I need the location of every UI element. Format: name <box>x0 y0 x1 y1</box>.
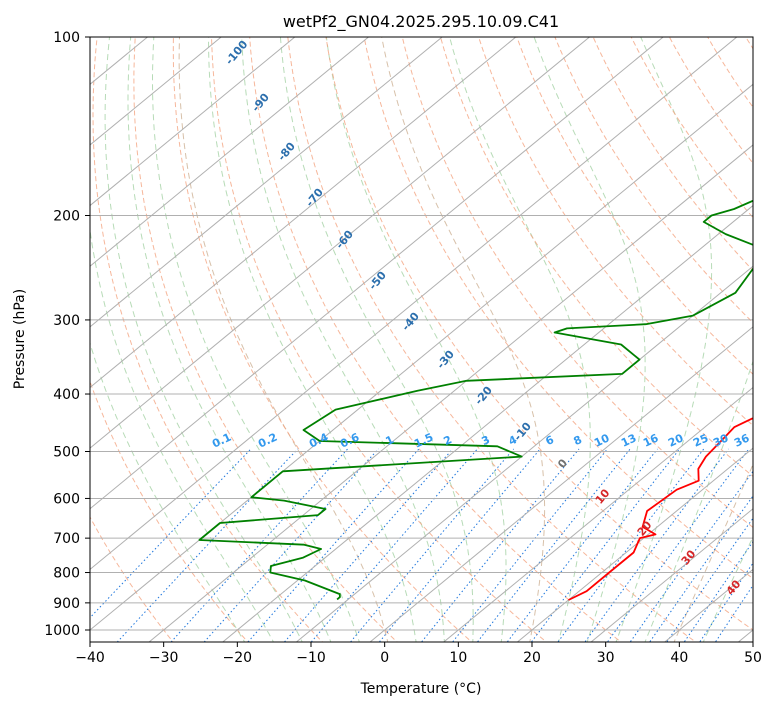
x-axis-label: Temperature (°C) <box>360 681 482 697</box>
x-axis-ticks: −40 −30 −20 −10 0 10 20 30 40 50 <box>75 642 762 666</box>
x-tick-label: 50 <box>744 650 762 666</box>
isotherms <box>90 37 753 642</box>
x-tick-label: −40 <box>75 650 105 666</box>
mixing-ratio-line <box>349 448 515 642</box>
x-tick-label: −10 <box>296 650 326 666</box>
y-axis-ticks: 100 200 300 400 500 600 700 800 900 1000 <box>44 30 90 639</box>
isotherm-line <box>148 144 753 642</box>
y-tick-label: 900 <box>53 596 80 612</box>
isotherm-line <box>516 447 753 642</box>
x-tick-label: −20 <box>223 650 253 666</box>
profile-series <box>198 199 753 601</box>
y-tick-label: 300 <box>53 313 80 329</box>
mixing-ratio-line <box>584 448 729 642</box>
x-tick-label: 30 <box>597 650 615 666</box>
moist-adiabat <box>673 463 753 642</box>
dry-adiabat <box>478 37 753 427</box>
plot-frame <box>89 36 754 643</box>
mixing-ratio-line <box>378 448 541 642</box>
y-tick-label: 800 <box>53 566 80 582</box>
mixing-ratio-label: 16 <box>641 431 661 449</box>
mixing-ratio-line <box>90 448 252 619</box>
mixing-ratio-label: 10 <box>592 431 612 449</box>
x-tick-label: 40 <box>670 650 688 666</box>
mixing-ratio-label: 25 <box>691 431 710 449</box>
isotherm-line <box>221 204 753 642</box>
isotherm-line <box>295 265 753 642</box>
isotherm-line <box>90 37 738 571</box>
isotherm-line <box>90 37 370 267</box>
y-tick-label: 700 <box>53 531 80 547</box>
moist-adiabat <box>90 37 275 642</box>
mixing-ratio-line <box>310 448 478 642</box>
mixing-ratio-line <box>649 495 753 642</box>
y-tick-label: 100 <box>53 30 80 46</box>
isotherm-line <box>442 386 753 642</box>
mixing-ratio-label: 36 <box>732 431 752 449</box>
y-tick-label: 400 <box>53 387 80 403</box>
isotherm-line <box>90 37 296 207</box>
mixing-ratio-line <box>629 470 753 642</box>
isotherm-line <box>369 326 753 642</box>
mixing-ratio-line <box>530 448 680 642</box>
mixing-ratio-line <box>506 448 658 642</box>
x-tick-label: 0 <box>380 650 389 666</box>
dry-adiabat <box>287 37 697 642</box>
mixing-ratio-label: 30 <box>711 431 731 449</box>
isotherm-line <box>90 37 517 389</box>
y-tick-label: 500 <box>53 444 80 460</box>
mixing-ratio-label: 20 <box>666 431 686 449</box>
moist-adiabat <box>104 37 303 642</box>
isotherm-line <box>90 37 591 449</box>
mixing-ratio-line <box>203 448 379 642</box>
mixing-ratio-line <box>283 448 454 642</box>
dry-adiabat <box>554 37 753 324</box>
mixing-ratio-line <box>557 448 705 642</box>
dewpoint-profile-line <box>198 199 753 601</box>
moist-adiabat <box>90 341 246 642</box>
y-axis-label: Pressure (hPa) <box>12 289 28 389</box>
mixing-ratio-lines <box>90 448 753 642</box>
y-tick-label: 200 <box>53 209 80 225</box>
isotherm-line <box>90 37 443 328</box>
dry-adiabat <box>363 37 753 580</box>
mixing-ratio-line <box>606 448 750 642</box>
x-tick-label: 10 <box>449 650 467 666</box>
mixing-ratio-line <box>666 517 753 642</box>
mixing-ratio-line <box>699 562 753 642</box>
mixing-ratio-line <box>116 448 299 642</box>
x-tick-label: −30 <box>149 650 179 666</box>
x-tick-label: 20 <box>523 650 541 666</box>
mixing-ratio-label: 13 <box>619 431 638 449</box>
y-tick-label: 1000 <box>44 623 80 639</box>
isotherm-line <box>90 83 753 631</box>
mixing-ratio-line <box>683 540 753 642</box>
mixing-ratio-line <box>714 584 753 642</box>
y-tick-label: 600 <box>53 491 80 507</box>
chart-title: wetPf2_GN04.2025.295.10.09.C41 <box>283 12 559 32</box>
isotherm-line <box>90 37 222 146</box>
isotherm-line <box>90 37 664 510</box>
dry-adiabat <box>90 380 249 642</box>
dry-adiabat <box>401 37 753 529</box>
isotherm-line <box>590 508 753 642</box>
mixing-ratio-line <box>170 448 349 642</box>
temperature-profile-line <box>568 417 753 601</box>
